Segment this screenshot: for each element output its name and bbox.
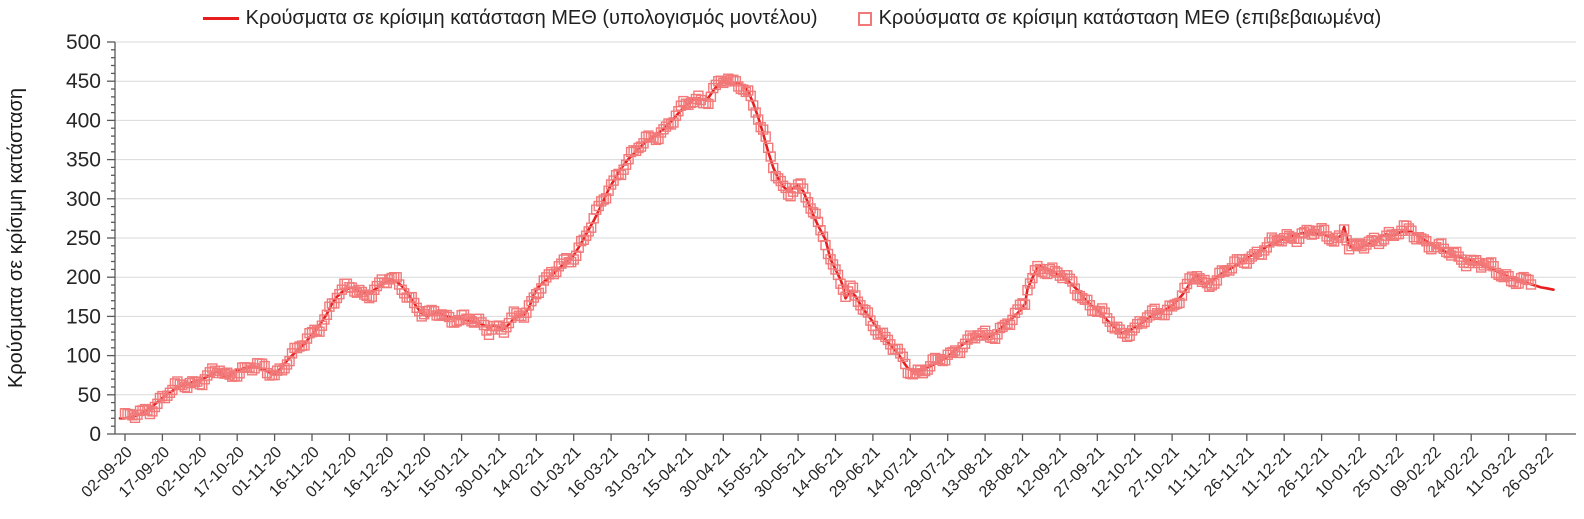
confirmed-marker — [1007, 314, 1018, 326]
confirmed-marker — [603, 185, 614, 196]
y-tick-label: 100 — [66, 345, 101, 368]
confirmed-marker — [1174, 297, 1185, 309]
confirmed-marker — [753, 114, 764, 125]
legend-model-label: Κρούσματα σε κρίσιμη κατάσταση ΜΕΘ (υπολ… — [245, 7, 818, 29]
confirmed-marker — [1017, 298, 1028, 309]
confirmed-marker — [316, 320, 328, 331]
confirmed-marker — [1067, 276, 1078, 287]
confirmed-marker — [860, 304, 871, 316]
confirmed-marker — [568, 254, 579, 265]
confirmed-marker — [835, 278, 846, 289]
y-tick-label: 200 — [66, 266, 101, 289]
confirmed-marker — [1024, 278, 1036, 289]
confirmed-marker — [1525, 279, 1537, 290]
confirmed-marker — [758, 124, 769, 135]
y-tick-label: 300 — [66, 188, 101, 211]
confirmed-marker — [1082, 294, 1093, 306]
confirmed-marker — [830, 264, 841, 275]
confirmed-marker — [1209, 278, 1220, 289]
confirmed-marker — [314, 326, 325, 337]
confirmed-marker — [703, 98, 714, 110]
y-tick-label: 250 — [66, 227, 101, 250]
chart-legend: Κρούσματα σε κρίσιμη κατάσταση ΜΕΘ (υπολ… — [0, 7, 1584, 30]
y-tick-label: 50 — [78, 384, 101, 407]
confirmed-marker — [1064, 273, 1076, 284]
y-tick-label: 450 — [66, 70, 101, 93]
y-tick-label: 500 — [66, 31, 101, 54]
confirmed-marker — [1019, 299, 1031, 310]
confirmed-marker — [1338, 224, 1350, 235]
y-tick-label: 350 — [66, 149, 101, 172]
confirmed-marker — [760, 131, 771, 142]
y-tick-label: 150 — [66, 305, 101, 328]
confirmed-marker — [321, 309, 333, 320]
confirmed-marker — [406, 291, 417, 303]
confirmed-marker — [583, 226, 594, 237]
confirmed-marker — [600, 193, 612, 204]
confirmed-marker — [897, 351, 908, 362]
confirmed-marker — [922, 364, 933, 375]
confirmed-marker — [822, 248, 834, 260]
confirmed-marker — [748, 100, 759, 111]
confirmed-marker — [862, 307, 874, 318]
confirmed-marker — [815, 224, 826, 236]
legend-item-model: Κρούσματα σε κρίσιμη κατάσταση ΜΕΘ (υπολ… — [202, 7, 818, 30]
confirmed-marker — [1022, 285, 1033, 296]
confirmed-marker — [750, 107, 761, 118]
confirmed-marker — [536, 283, 547, 294]
confirmed-marker — [299, 340, 310, 351]
confirmed-marker — [620, 159, 632, 170]
y-tick-label: 400 — [66, 109, 101, 132]
confirmed-marker — [1176, 290, 1188, 301]
model-line-swatch-icon — [202, 17, 239, 20]
confirmed-marker — [802, 197, 814, 208]
confirmed-square-swatch-icon — [857, 11, 872, 26]
confirmed-marker — [810, 208, 821, 220]
legend-confirmed-label: Κρούσματα σε κρίσιμη κατάσταση ΜΕΘ (επιβ… — [878, 7, 1382, 29]
confirmed-marker — [366, 291, 377, 302]
confirmed-marker — [521, 307, 532, 318]
confirmed-marker — [840, 291, 851, 302]
confirmed-marker — [845, 280, 856, 291]
confirmed-marker — [673, 105, 684, 117]
confirmed-marker — [765, 151, 776, 162]
confirmed-marker — [743, 85, 754, 96]
confirmed-marker — [895, 348, 906, 359]
model-line-series — [118, 79, 1555, 420]
confirmed-marker — [281, 359, 293, 370]
confirmed-marker — [503, 317, 515, 329]
confirmed-marker — [571, 250, 582, 262]
confirmed-marker — [1211, 275, 1223, 286]
generated-plot-elements: 05010015020025030035040045050002-09-2017… — [66, 31, 1576, 501]
confirmed-marker — [847, 282, 859, 293]
confirmed-marker — [1027, 272, 1038, 284]
confirmed-marker — [850, 290, 861, 301]
confirmed-marker — [391, 272, 402, 283]
confirmed-marker — [284, 355, 295, 367]
confirmed-marker — [635, 141, 647, 152]
y-axis-title: Κρούσματα σε κρίσιμη κατάσταση — [5, 88, 27, 388]
y-tick-label: 0 — [89, 423, 101, 446]
legend-item-confirmed: Κρούσματα σε κρίσιμη κατάσταση ΜΕΘ (επιβ… — [857, 7, 1382, 30]
confirmed-marker — [668, 117, 679, 128]
confirmed-marker — [768, 162, 779, 174]
